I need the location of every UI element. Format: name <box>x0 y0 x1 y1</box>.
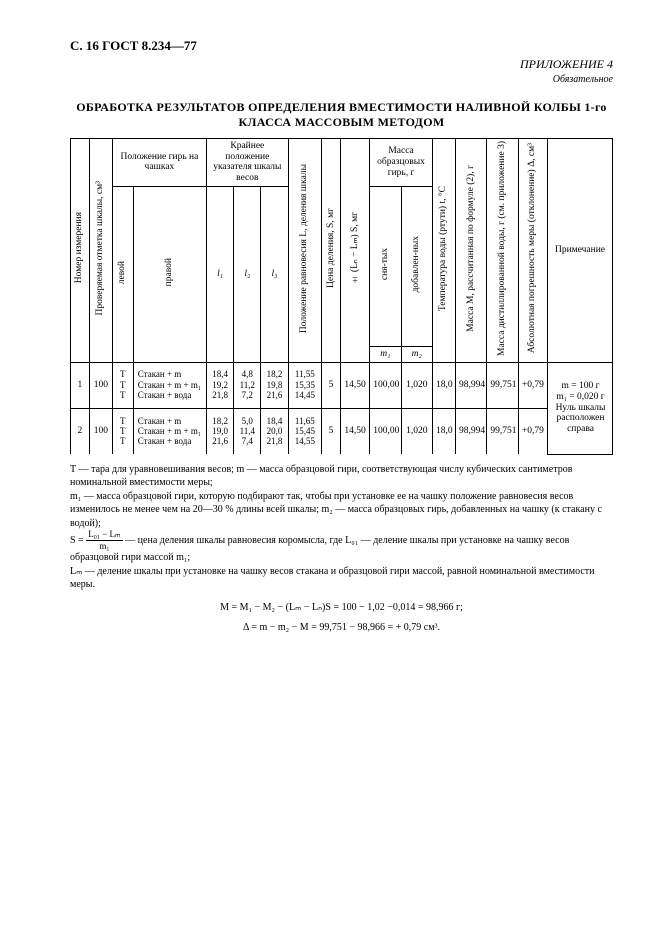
cell-M: 98,994 <box>455 408 486 454</box>
cell-dist: 99,751 <box>487 408 518 454</box>
cell-num: 2 <box>71 408 90 454</box>
th-m2: m₂ <box>401 346 432 362</box>
legend-block: Т — тара для уравновешивания весов; m — … <box>70 463 613 592</box>
cell-abs: +0,79 <box>518 362 547 408</box>
table-row: 2 100 ТТТ Стакан + mСтакан + m + m₁Стака… <box>71 408 613 454</box>
main-title: ОБРАБОТКА РЕЗУЛЬТАТОВ ОПРЕДЕЛЕНИЯ ВМЕСТИ… <box>70 100 613 130</box>
cell-l2: 5,011,47,4 <box>234 408 261 454</box>
formula: Δ = m − m₂ − M = 99,751 − 98,966 = + 0,7… <box>70 620 613 636</box>
legend-line: Т — тара для уравновешивания весов; m — … <box>70 463 613 490</box>
cell-t: 18,0 <box>432 362 455 408</box>
cell-pm: 14,50 <box>340 362 369 408</box>
results-table: Номер измерения Проверяемая отметка шкал… <box>70 138 613 455</box>
th-m1: m₁ <box>370 346 401 362</box>
th-pm: ± (Lₙ − Lₘ) S, мг <box>350 212 361 284</box>
cell-left: ТТТ <box>112 408 133 454</box>
th-eqpos: Положение равновесия L, деления шкалы <box>299 164 310 333</box>
cell-abs: +0,79 <box>518 408 547 454</box>
cell-mark: 100 <box>89 362 112 408</box>
legend-line: m₁ — масса образцовой гири, которую подб… <box>70 490 613 531</box>
th-temp: Температура воды (ртути) t, °C <box>438 186 449 311</box>
cell-mt: 100,00 <box>370 362 401 408</box>
th-cup-left: левой <box>117 261 128 284</box>
cell-mark: 100 <box>89 408 112 454</box>
th-pointer-group: Крайнее положение указателя шкалы весов <box>207 138 289 187</box>
cell-right: Стакан + mСтакан + m + m₁Стакан + вода <box>133 362 206 408</box>
cell-l3: 18,420,021,8 <box>261 408 288 454</box>
th-cup-group: Положение гирь на чашках <box>112 138 206 187</box>
annex-type: Обязательное <box>553 74 613 85</box>
page-header: С. 16 ГОСТ 8.234—77 <box>70 38 613 54</box>
cell-ma: 1,020 <box>401 408 432 454</box>
th-mark: Проверяемая отметка шкалы, см³ <box>95 181 106 316</box>
cell-l3: 18,219,821,6 <box>261 362 288 408</box>
th-num: Номер измерения <box>74 212 85 283</box>
cell-M: 98,994 <box>455 362 486 408</box>
th-massM: Масса M, рассчитанная по формуле (2), г <box>466 165 477 332</box>
th-cup-right: правой <box>164 258 175 286</box>
th-note: Примечание <box>547 138 612 362</box>
cell-L: 11,6515,4514,55 <box>288 408 321 454</box>
cell-note: m = 100 г m₁ = 0,020 г Нуль шкалы распол… <box>547 362 612 454</box>
legend-line: Lₘ — деление шкалы при установке на чашк… <box>70 565 613 592</box>
formulae-block: M = M₁ − M₂ − (Lₘ − Lₙ)S = 100 − 1,02 −0… <box>70 600 613 636</box>
annex-num: ПРИЛОЖЕНИЕ 4 <box>520 57 613 71</box>
cell-L: 11,5515,3514,45 <box>288 362 321 408</box>
th-abs: Абсолютная погрешность меры (отклонение)… <box>527 143 538 353</box>
cell-l2: 4,811,27,2 <box>234 362 261 408</box>
fraction: L₀₁ − Lₘ m₁ <box>86 530 122 551</box>
cell-right: Стакан + mСтакан + m + m₁Стакан + вода <box>133 408 206 454</box>
cell-l1: 18,419,221,8 <box>207 362 234 408</box>
th-dist: Масса дистиллированной воды, г (см. прил… <box>497 141 508 356</box>
cell-dist: 99,751 <box>487 362 518 408</box>
th-l1: l₁ <box>207 187 234 362</box>
cell-S: 5 <box>322 408 341 454</box>
th-l2: l₂ <box>234 187 261 362</box>
table-row: 1 100 ТТТ Стакан + mСтакан + m + m₁Стака… <box>71 362 613 408</box>
cell-num: 1 <box>71 362 90 408</box>
cell-t: 18,0 <box>432 408 455 454</box>
cell-l1: 18,219,021,6 <box>207 408 234 454</box>
cell-mt: 100,00 <box>370 408 401 454</box>
cell-S: 5 <box>322 362 341 408</box>
annex-block: ПРИЛОЖЕНИЕ 4 Обязательное <box>70 58 613 86</box>
formula: M = M₁ − M₂ − (Lₘ − Lₙ)S = 100 − 1,02 −0… <box>70 600 613 616</box>
th-mass-group: Масса образцовых гирь, г <box>370 138 433 187</box>
th-mass-taken: сня-тых <box>380 248 391 280</box>
th-divprice: Цена деления, S, мг <box>326 208 337 288</box>
cell-ma: 1,020 <box>401 362 432 408</box>
legend-line: S = L₀₁ − Lₘ m₁ — цена деления шкалы рав… <box>70 530 613 565</box>
th-l3: l₃ <box>261 187 288 362</box>
th-mass-added: добавлен-ных <box>411 236 422 292</box>
cell-pm: 14,50 <box>340 408 369 454</box>
cell-left: ТТТ <box>112 362 133 408</box>
